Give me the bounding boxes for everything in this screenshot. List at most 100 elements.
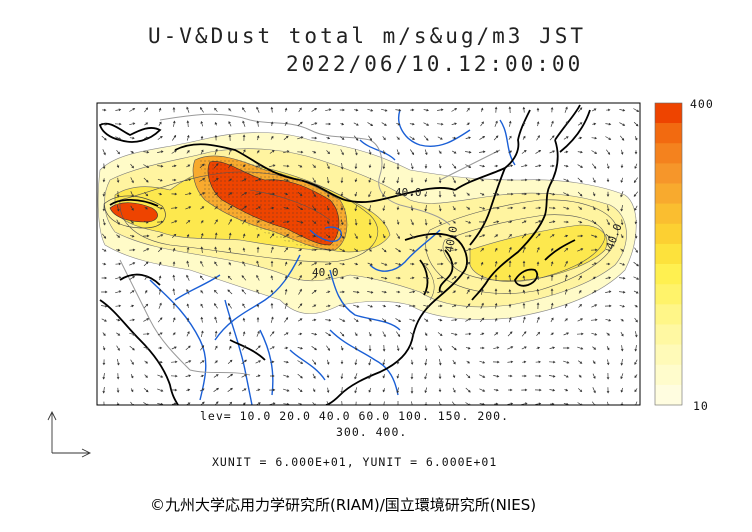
wind-arrow — [214, 121, 218, 126]
wind-arrow — [423, 108, 429, 112]
wind-arrow — [228, 192, 233, 196]
wind-arrow — [368, 205, 372, 212]
wind-arrow — [410, 192, 414, 197]
wind-arrow — [102, 191, 106, 197]
wind-arrow — [115, 108, 122, 112]
wind-arrow — [171, 164, 177, 168]
wind-arrow — [312, 164, 316, 169]
wind-arrow — [270, 206, 275, 210]
wind-arrow — [284, 317, 289, 323]
wind-arrow — [200, 330, 204, 337]
wind-arrow — [256, 106, 260, 113]
wind-arrow — [395, 248, 402, 253]
color-scale-bar — [654, 102, 683, 406]
wind-arrow — [423, 276, 430, 280]
wind-arrow — [521, 388, 528, 392]
wind-arrow — [550, 332, 554, 336]
wind-arrow — [129, 332, 136, 336]
wind-arrow — [424, 332, 428, 336]
wind-arrow — [410, 387, 414, 394]
wind-arrow — [550, 120, 554, 127]
wind-arrow — [634, 388, 638, 393]
wind-arrow — [340, 206, 344, 211]
wind-arrow — [255, 178, 262, 182]
wind-arrow — [354, 401, 358, 405]
wind-arrow — [256, 330, 260, 337]
wind-arrow — [465, 318, 472, 322]
wind-arrow — [493, 192, 500, 196]
wind-arrow — [634, 345, 638, 352]
wind-arrow — [158, 121, 162, 126]
wind-arrow — [354, 191, 358, 197]
wind-arrow — [396, 206, 400, 211]
wind-arrow — [172, 332, 176, 336]
wind-arrow — [102, 149, 106, 156]
wind-arrow — [130, 191, 134, 198]
wind-arrow — [381, 247, 387, 253]
wind-arrow — [143, 164, 150, 168]
wind-arrow — [353, 318, 359, 322]
wind-arrow — [451, 248, 458, 252]
wind-arrow — [396, 345, 400, 352]
wind-arrow — [424, 219, 428, 226]
wind-arrow — [550, 261, 554, 267]
wind-arrow — [130, 163, 134, 169]
wind-arrow — [381, 108, 388, 112]
wind-arrow — [563, 360, 570, 364]
wind-arrow — [620, 248, 625, 252]
wind-arrow — [283, 332, 289, 336]
wind-arrow — [424, 191, 428, 198]
wind-arrow — [381, 276, 388, 280]
wind-arrow — [577, 360, 583, 364]
wind-arrow — [451, 332, 458, 336]
wind-arrow — [269, 346, 275, 350]
wind-arrow — [241, 275, 247, 281]
wind-arrow — [312, 373, 316, 379]
wind-arrow — [508, 220, 513, 224]
wind-arrow — [214, 107, 218, 112]
wind-arrow — [185, 345, 191, 351]
wind-arrow — [200, 260, 204, 267]
wind-arrow — [396, 387, 400, 394]
wind-arrow — [368, 387, 372, 393]
wind-arrow — [424, 248, 428, 252]
wind-arrow — [634, 401, 638, 405]
wind-arrow — [493, 135, 499, 141]
wind-arrow — [578, 136, 583, 140]
wind-arrow — [381, 290, 387, 294]
wind-arrow — [241, 359, 247, 365]
wind-arrow — [241, 289, 247, 295]
wind-arrow — [130, 177, 134, 184]
wind-arrow — [605, 276, 612, 280]
wind-arrow — [606, 108, 611, 112]
wind-arrow — [521, 374, 527, 378]
wind-arrow — [354, 359, 358, 366]
wind-arrow — [423, 262, 429, 266]
wind-arrow — [368, 318, 372, 322]
wind-arrow — [368, 164, 372, 169]
wind-arrow — [101, 122, 108, 126]
wind-arrow — [409, 318, 416, 322]
wind-arrow — [480, 332, 485, 336]
wind-arrow — [213, 289, 218, 294]
wind-arrow — [564, 260, 568, 267]
wind-arrow — [368, 248, 372, 252]
wind-arrow — [536, 192, 541, 196]
wind-arrow — [494, 260, 498, 267]
wind-arrow — [186, 388, 191, 392]
wind-arrow — [382, 388, 386, 393]
wind-arrow — [438, 190, 442, 198]
wind-arrow — [423, 318, 429, 322]
wind-arrow — [158, 346, 163, 350]
wind-arrow — [396, 219, 400, 225]
wind-arrow — [633, 121, 639, 127]
wind-arrow — [592, 360, 596, 365]
wind-arrow — [157, 135, 163, 140]
wind-arrow — [619, 122, 626, 126]
wind-arrow — [410, 276, 415, 280]
wind-arrow — [591, 401, 597, 405]
wind-arrow — [129, 262, 136, 266]
wind-arrow — [117, 205, 120, 212]
wind-arrow — [494, 302, 498, 309]
wind-arrow — [396, 122, 401, 126]
